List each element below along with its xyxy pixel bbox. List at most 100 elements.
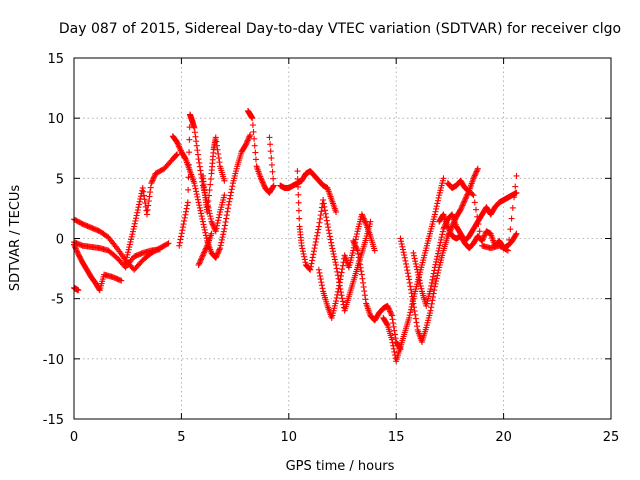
data-point	[146, 193, 153, 200]
data-point	[326, 233, 333, 240]
series-track-h	[199, 134, 228, 216]
data-point	[436, 242, 443, 249]
data-point	[512, 231, 519, 238]
data-point	[432, 280, 439, 287]
data-point	[360, 214, 367, 221]
data-point	[334, 288, 341, 295]
data-point	[511, 194, 518, 201]
data-point	[410, 304, 417, 311]
data-point	[415, 271, 422, 278]
data-point	[217, 245, 224, 252]
data-point	[350, 237, 357, 244]
data-point	[176, 144, 183, 151]
data-point	[220, 231, 227, 238]
data-point	[203, 244, 210, 251]
data-point	[447, 230, 454, 237]
data-point	[214, 220, 221, 227]
data-point	[213, 138, 220, 145]
data-point	[202, 246, 209, 253]
data-point	[294, 168, 301, 175]
data-point	[319, 285, 326, 292]
data-point	[128, 233, 135, 240]
data-point	[199, 218, 206, 225]
series-track-b	[71, 239, 163, 271]
data-point	[325, 224, 332, 231]
data-point	[207, 176, 214, 183]
data-point	[134, 209, 141, 216]
series-track-p	[397, 165, 481, 345]
data-point	[178, 230, 185, 237]
data-point	[196, 202, 203, 209]
data-point	[136, 198, 143, 205]
data-point	[257, 175, 264, 182]
data-point	[245, 134, 252, 141]
data-point	[509, 204, 516, 211]
data-points	[71, 107, 520, 365]
series-track-g	[176, 111, 228, 249]
data-point	[194, 147, 201, 154]
data-point	[317, 212, 324, 219]
data-point	[481, 232, 488, 239]
data-point	[320, 200, 327, 207]
data-point	[362, 296, 369, 303]
data-point	[414, 323, 421, 330]
data-point	[408, 290, 415, 297]
y-tick-label: 5	[56, 172, 64, 187]
data-point	[222, 218, 229, 225]
data-point	[296, 215, 303, 222]
data-point	[200, 250, 207, 257]
data-point	[459, 202, 466, 209]
data-point	[462, 195, 469, 202]
data-point	[474, 167, 481, 174]
data-point	[361, 288, 368, 295]
data-point	[164, 241, 171, 248]
data-point	[427, 307, 434, 314]
data-point	[268, 161, 275, 168]
data-point	[184, 202, 191, 209]
data-point	[184, 199, 191, 206]
data-point	[196, 260, 203, 267]
data-point	[302, 259, 309, 266]
data-point	[318, 279, 325, 286]
data-point	[299, 245, 306, 252]
data-point	[433, 258, 440, 265]
data-point	[204, 203, 211, 210]
x-tick-label: 15	[388, 430, 405, 445]
data-point	[183, 208, 190, 215]
data-point	[301, 253, 308, 260]
data-point	[132, 215, 139, 222]
data-point	[201, 226, 208, 233]
data-point	[182, 211, 189, 218]
data-point	[412, 315, 419, 322]
data-point	[206, 192, 213, 199]
data-point	[504, 247, 511, 254]
data-point	[213, 225, 220, 232]
data-point	[356, 257, 363, 264]
data-point	[329, 245, 336, 252]
data-point	[430, 270, 437, 277]
data-point	[298, 242, 305, 249]
data-point	[477, 235, 484, 242]
data-point	[185, 186, 192, 193]
data-point	[196, 159, 203, 166]
data-point	[471, 173, 478, 180]
data-point	[358, 211, 365, 218]
data-point	[207, 181, 214, 188]
data-point	[149, 177, 156, 184]
data-point	[195, 156, 202, 163]
data-point	[198, 210, 205, 217]
data-point	[311, 245, 318, 252]
data-point	[358, 271, 365, 278]
data-point	[206, 187, 213, 194]
data-point	[431, 283, 438, 290]
data-point	[224, 208, 231, 215]
y-tick-label: -15	[43, 413, 64, 428]
data-point	[438, 234, 445, 241]
data-point	[327, 236, 334, 243]
data-point	[333, 265, 340, 272]
x-tick-labels: 0 5 10 15 20 25	[70, 430, 619, 445]
data-point	[429, 297, 436, 304]
data-point	[385, 304, 392, 311]
data-point	[244, 137, 251, 144]
data-point	[388, 312, 395, 319]
